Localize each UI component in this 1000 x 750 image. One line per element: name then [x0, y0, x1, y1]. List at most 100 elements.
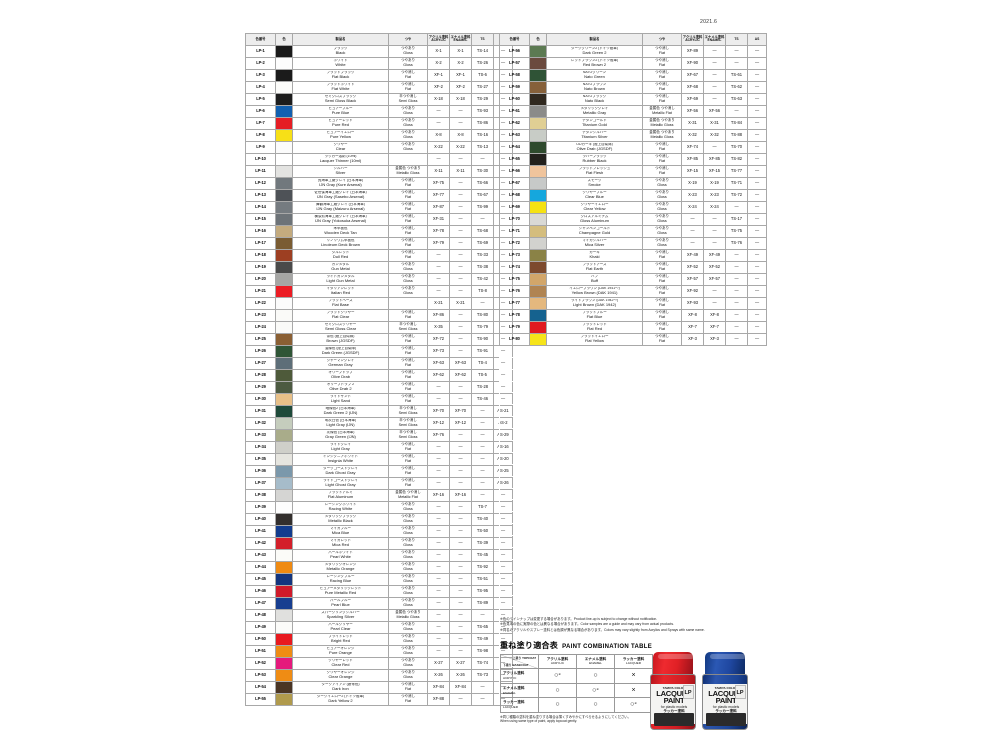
paint-name-en: IJN Gray (Kure Arsenal)	[319, 183, 362, 188]
paint-name-jp: カーキ	[589, 251, 600, 255]
paint-finish: つや消し Flat	[642, 140, 682, 154]
paint-name-jp: スモーク	[587, 179, 602, 183]
empty-cell	[546, 356, 643, 370]
combo-row-en: ACRYLIC	[503, 676, 517, 681]
color-swatch	[276, 250, 292, 261]
finish-en: Flat	[404, 243, 412, 248]
finish-jp: つや消し	[655, 286, 669, 291]
enamel-equivalent: X-21	[449, 296, 472, 310]
color-swatch-cell	[275, 56, 293, 70]
paint-name: レッドブラウン2 (ドイツ陸軍) Red Brown 2	[546, 56, 643, 70]
finish-jp: つや消し	[655, 166, 669, 171]
paint-name-jp: フラットレッド	[582, 323, 607, 327]
paint-code: LP-56	[499, 44, 530, 58]
paint-code: LP-66	[499, 164, 530, 178]
finish-en: Gloss	[403, 51, 413, 56]
paint-name-en: Pearl White	[330, 555, 351, 560]
paint-name-en: Flat Flesh	[585, 171, 604, 176]
paint-finish	[388, 152, 428, 166]
finish-en: Flat	[404, 339, 412, 344]
paint-name-en: Metallic Black	[328, 519, 353, 524]
paint-name: フラットレッド Flat Red	[546, 320, 643, 334]
paint-name-jp: グロスアルミナム	[580, 215, 609, 219]
paint-finish: つや消し Flat	[388, 80, 428, 94]
paint-name-jp: メタリックグレイ	[580, 107, 609, 111]
ts-equivalent: TS-13	[471, 140, 494, 154]
paint-finish: つやあり Gloss	[388, 524, 428, 538]
paint-name-jp: パールクリヤー	[328, 623, 353, 627]
color-swatch-cell	[275, 236, 293, 250]
paint-name: ブライトレッド Bright Red	[292, 632, 389, 646]
finish-jp: つや消し	[401, 70, 415, 75]
paint-name-en: Light Gun Metal	[326, 279, 355, 284]
color-swatch	[276, 142, 292, 153]
header-color: 色	[529, 33, 547, 46]
finish-jp: つやあり	[401, 574, 415, 579]
paint-name-en: Sparkling Silver	[326, 615, 355, 620]
ts-equivalent: —	[725, 332, 748, 346]
empty-cell	[725, 475, 748, 489]
paint-name: イタリアンレッド Italian Red	[292, 284, 389, 298]
table-row-empty	[499, 523, 767, 537]
paint-finish: 金属色 つやあり Metallic Gloss	[388, 608, 428, 622]
color-swatch	[276, 346, 292, 357]
paint-code: LP-64	[499, 140, 530, 154]
ts-equivalent: TS-75	[725, 224, 748, 238]
paint-name-en: Yellow Brown (DAK 1941)	[571, 291, 618, 296]
table-row-empty	[499, 594, 767, 608]
acrylic-equivalent: XF-93	[681, 296, 704, 310]
table-row: LP-76 イエローブラウン (DAK 1941～) Yellow Brown (D…	[499, 284, 767, 298]
enamel-equivalent: X-19	[703, 176, 726, 190]
paint-name-jp: シルバー	[333, 167, 348, 171]
acrylic-equivalent: —	[427, 464, 450, 478]
acrylic-equivalent: XF-49	[681, 248, 704, 262]
paint-code: LP-14	[245, 200, 276, 214]
empty-cell	[681, 380, 704, 394]
acrylic-equivalent: X-11	[427, 164, 450, 178]
paint-name-en: Dull Red	[332, 255, 349, 260]
as-equivalent: —	[747, 332, 767, 346]
empty-cell	[642, 558, 682, 572]
paint-name: 木甲板色 Wooden Deck Tan	[292, 224, 389, 238]
color-swatch	[276, 658, 292, 669]
color-swatch-cell	[529, 296, 547, 310]
empty-cell	[499, 451, 530, 465]
paint-name: NATOグリーン Nato Green	[546, 68, 643, 82]
empty-cell	[529, 475, 547, 489]
color-swatch	[276, 646, 292, 657]
paint-code: LP-52	[245, 656, 276, 670]
combo-row-header: アクリル塗料 ACRYLIC	[500, 668, 539, 684]
finish-jp: つや消し	[655, 334, 669, 339]
paint-code: LP-40	[245, 512, 276, 526]
empty-cell	[681, 570, 704, 584]
ts-equivalent: TS-71	[725, 176, 748, 190]
paint-name: ホワイト White	[292, 56, 389, 70]
color-swatch	[276, 70, 292, 81]
finish-en: Flat	[658, 315, 666, 320]
enamel-equivalent: —	[703, 140, 726, 154]
empty-cell	[703, 451, 726, 465]
paint-name: レーシングブルー Racing Blue	[292, 572, 389, 586]
paint-name: フラットアルミ Flat Aluminum	[292, 488, 389, 502]
finish-jp: つやあり	[401, 538, 415, 543]
empty-cell	[703, 523, 726, 537]
color-swatch-cell	[529, 44, 547, 58]
ts-equivalent: TS-93	[471, 104, 494, 118]
acrylic-equivalent: —	[427, 440, 450, 454]
as-equivalent: —	[747, 224, 767, 238]
paint-name-jp: ジャーマングレイ	[326, 359, 355, 363]
color-swatch-cell	[529, 248, 547, 262]
combo-row: アクリル塗料 ACRYLIC ○※ ○ ×	[500, 668, 653, 684]
combo-cell: ○	[576, 697, 615, 713]
paint-code: LP-19	[245, 260, 276, 274]
paint-name-en: Clear Orange	[328, 675, 353, 680]
table-row: LP-49 パールクリヤー Pearl Clear つやあり Gloss — — TS-65—	[245, 620, 513, 634]
table-row: LP-6 ピュアーブルー Pure Blue つやあり Gloss — — TS-93—	[245, 104, 513, 118]
enamel-equivalent: —	[449, 608, 472, 622]
table-row: LP-44 メタリックオレンジ Metallic Orange つやあり Gloss — —…	[245, 560, 513, 574]
combo-mark-note: ※	[634, 701, 637, 706]
empty-cell	[703, 380, 726, 394]
paint-name: ピュアーレッド Pure Red	[292, 116, 389, 130]
finish-en: Gloss	[403, 639, 413, 644]
empty-cell	[499, 558, 530, 572]
